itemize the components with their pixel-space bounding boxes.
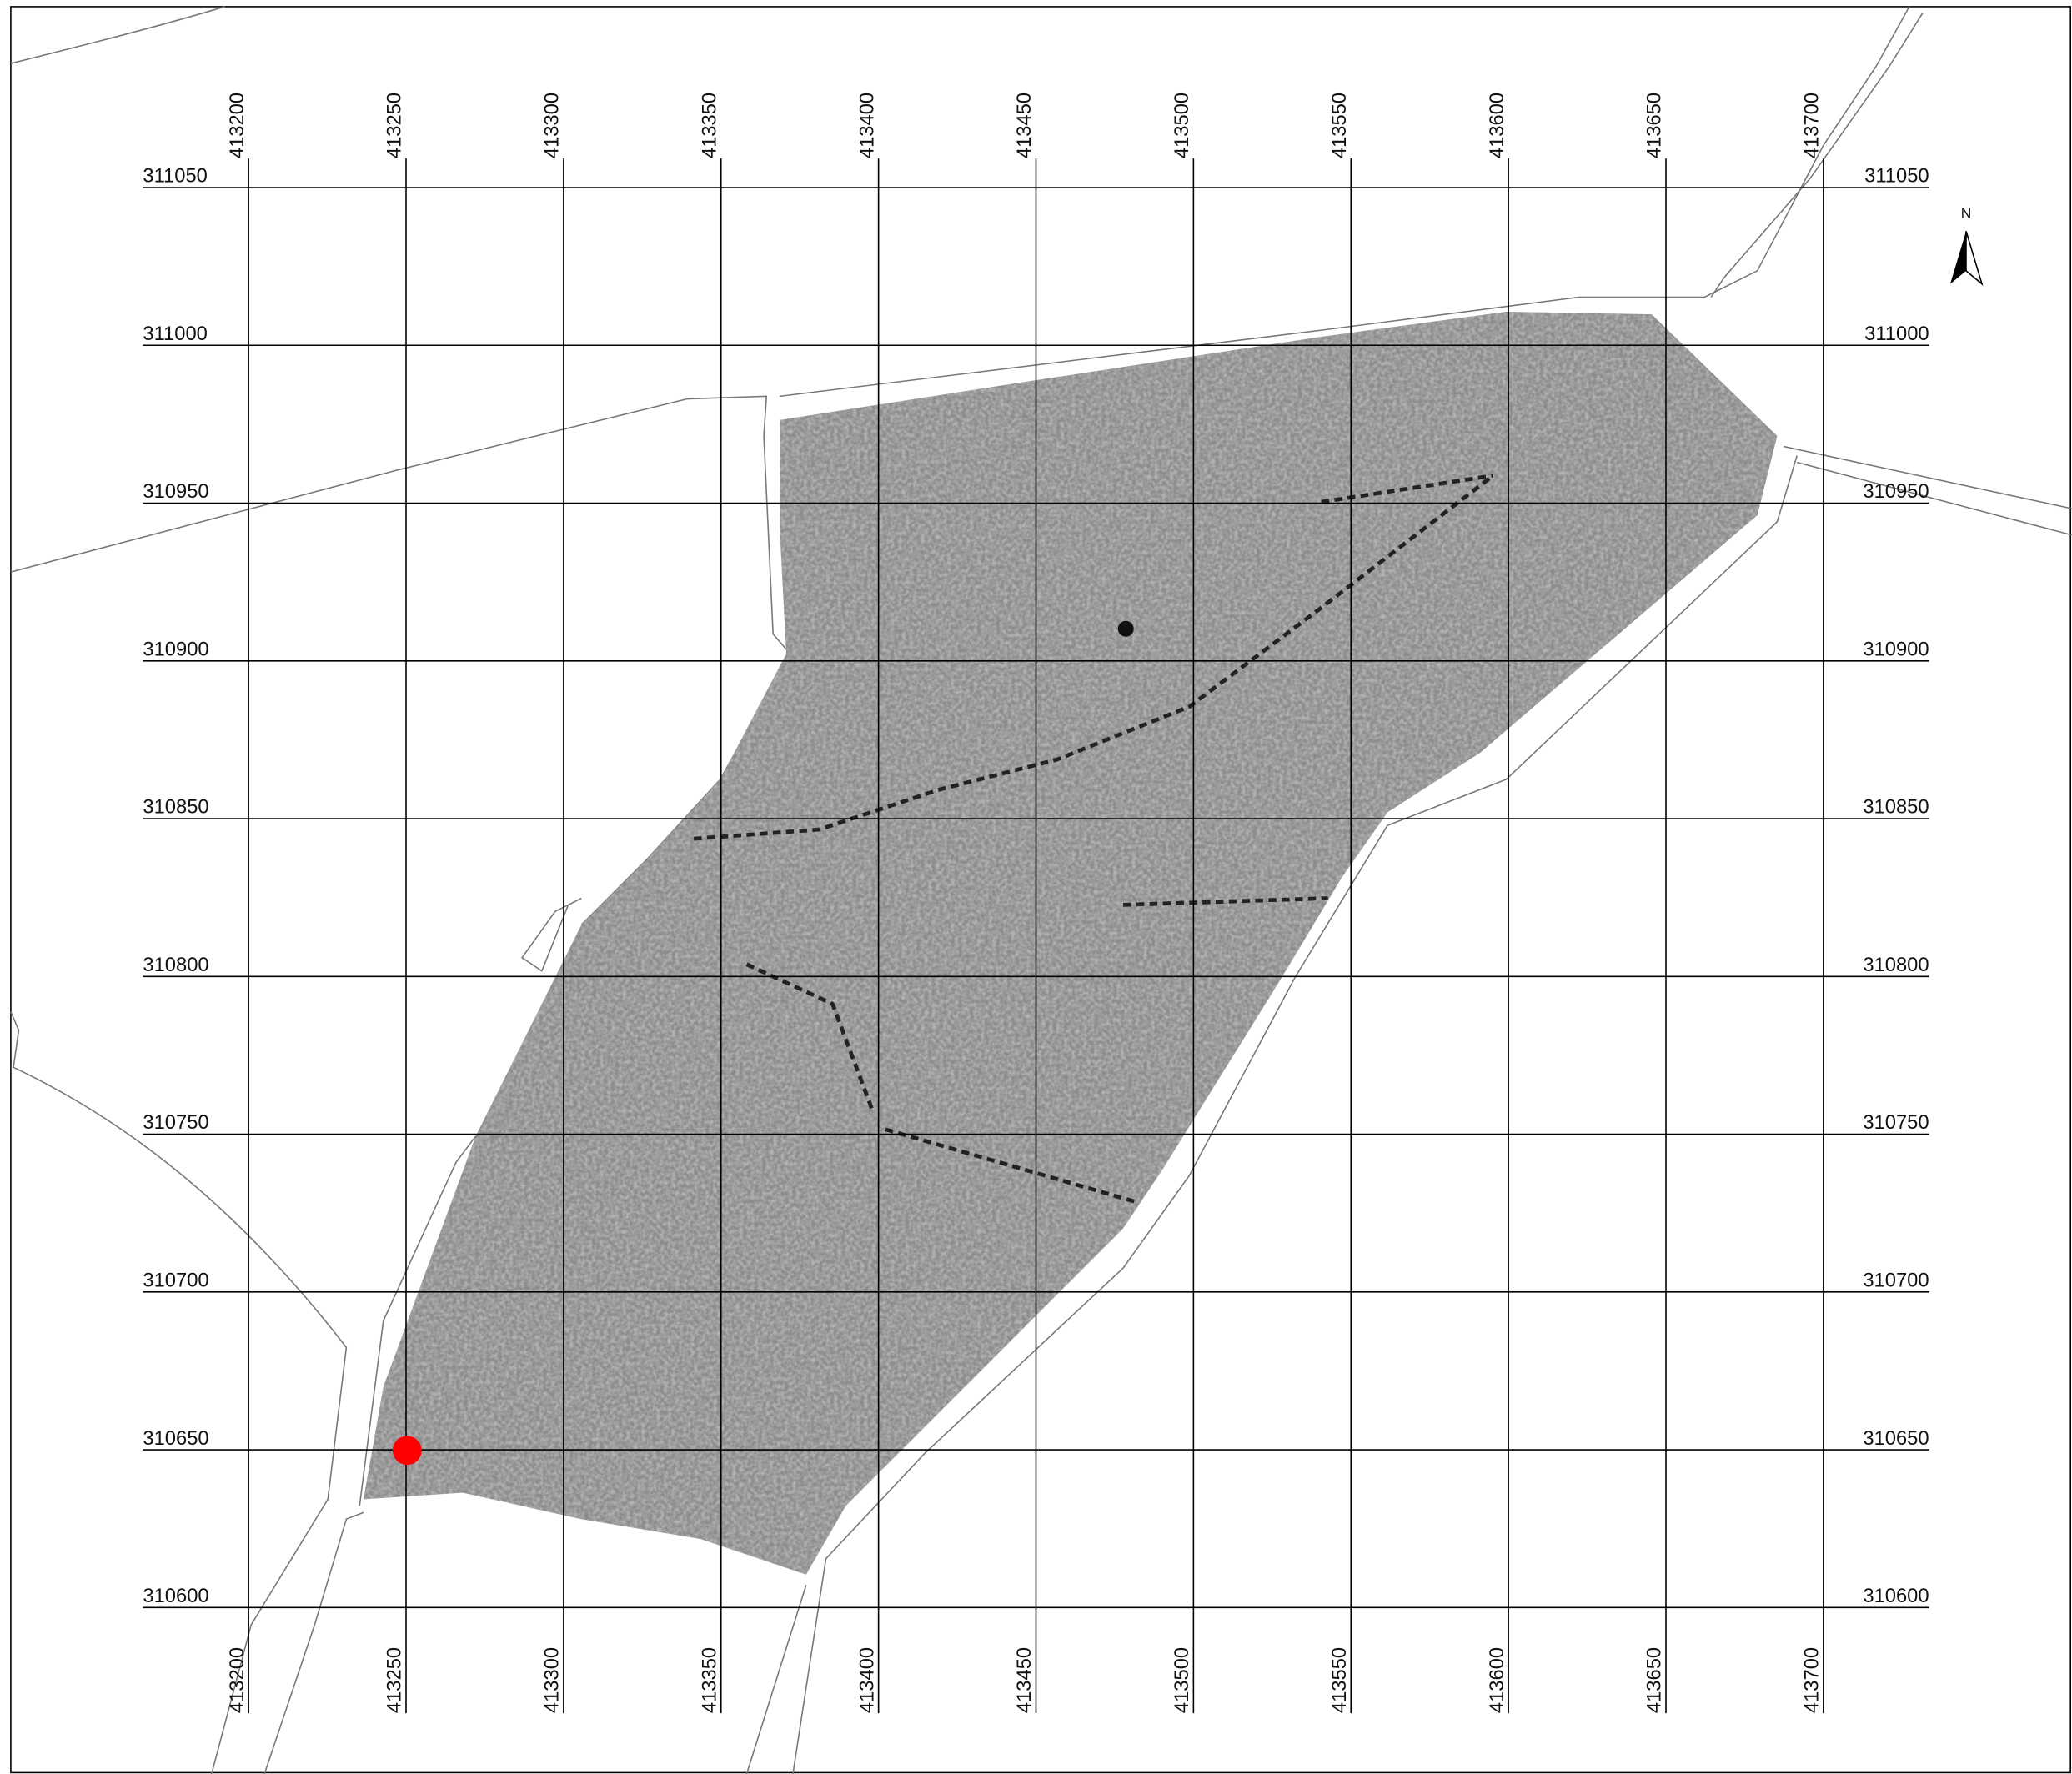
- easting-label-top: 413300: [541, 93, 564, 158]
- northing-label-left: 310700: [143, 1269, 208, 1291]
- easting-label-bottom: 413300: [541, 1647, 564, 1713]
- easting-label-bottom: 413700: [1801, 1647, 1824, 1713]
- easting-label-top: 413450: [1013, 93, 1036, 158]
- easting-label-top: 413350: [698, 93, 720, 158]
- northing-label-right: 310800: [1863, 954, 1929, 976]
- northing-label-left: 310750: [143, 1111, 208, 1134]
- northing-label-right: 310600: [1863, 1585, 1929, 1607]
- northing-label-right: 310900: [1863, 638, 1929, 660]
- easting-label-bottom: 413650: [1643, 1647, 1666, 1713]
- easting-label-top: 413550: [1328, 93, 1351, 158]
- northing-label-right: 310650: [1863, 1427, 1929, 1450]
- pit: [1118, 621, 1134, 637]
- easting-label-bottom: 413400: [855, 1647, 878, 1713]
- easting-label-top: 413650: [1643, 93, 1666, 158]
- easting-label-top: 413400: [855, 93, 878, 158]
- easting-label-bottom: 413350: [698, 1647, 720, 1713]
- easting-label-top: 413200: [226, 93, 248, 158]
- northing-label-left: 311000: [143, 323, 208, 345]
- easting-label-bottom: 413550: [1328, 1647, 1351, 1713]
- easting-label-top: 413500: [1171, 93, 1193, 158]
- northing-label-right: 310700: [1863, 1269, 1929, 1291]
- north-label: N: [1961, 204, 1972, 221]
- easting-label-bottom: 413600: [1486, 1647, 1508, 1713]
- easting-label-bottom: 413250: [384, 1647, 406, 1713]
- easting-label-top: 413600: [1486, 93, 1508, 158]
- easting-label-top: 413700: [1801, 93, 1824, 158]
- northing-label-left: 310650: [143, 1427, 208, 1450]
- map: 413200 413200 413250 413250 413300 413300 4133…: [0, 0, 2072, 1774]
- northing-label-right: 310950: [1863, 480, 1929, 503]
- northing-label-left: 310950: [143, 480, 208, 503]
- northing-label-left: 310800: [143, 954, 208, 976]
- easting-label-top: 413250: [384, 93, 406, 158]
- easting-label-bottom: 413200: [226, 1647, 248, 1713]
- northing-label-left: 310600: [143, 1585, 208, 1607]
- northing-label-left: 310900: [143, 638, 208, 660]
- northing-label-right: 311050: [1864, 165, 1929, 188]
- easting-label-bottom: 413500: [1171, 1647, 1193, 1713]
- easting-label-bottom: 413450: [1013, 1647, 1036, 1713]
- northing-label-right: 311000: [1864, 323, 1929, 345]
- northing-label-left: 310850: [143, 796, 208, 819]
- northing-label-right: 310850: [1863, 796, 1929, 819]
- northing-label-right: 310750: [1863, 1111, 1929, 1134]
- location-marker: [393, 1436, 422, 1465]
- northing-label-left: 311050: [143, 165, 208, 188]
